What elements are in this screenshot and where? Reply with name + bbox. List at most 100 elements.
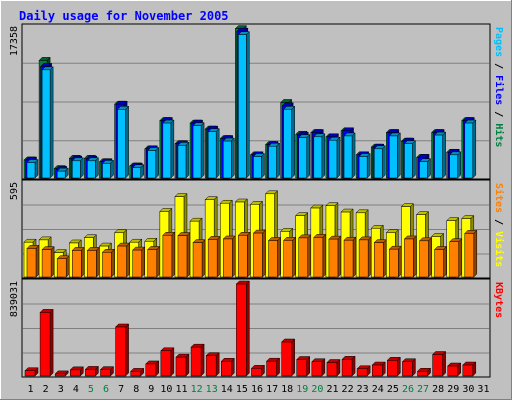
bar-pages-day-23-side	[366, 152, 371, 179]
bar-sites-day-11	[177, 235, 188, 278]
bar-pages-day-13-side	[215, 128, 220, 179]
bar-kbytes-day-20	[311, 361, 323, 377]
x-tick-label-21: 21	[326, 384, 338, 395]
bar-sites-day-9	[147, 249, 158, 278]
x-tick-label-26: 26	[402, 384, 414, 395]
bar-kbytes-day-9-side	[155, 360, 160, 377]
x-tick-label-12: 12	[191, 384, 203, 395]
bar-sites-day-25-side	[398, 245, 402, 278]
bar-pages-day-18	[283, 109, 292, 179]
bar-kbytes-day-28-side	[442, 350, 446, 377]
x-tick-label-1: 1	[28, 384, 34, 395]
bar-kbytes-day-7-side	[125, 323, 129, 377]
bar-pages-day-2-side	[49, 66, 54, 179]
x-tick-label-29: 29	[447, 384, 459, 395]
bar-sites-day-30	[464, 233, 475, 278]
x-tick-label-3: 3	[58, 384, 64, 395]
ymax-label-pages-files-hits: 17358	[9, 26, 20, 56]
bar-sites-day-24	[373, 242, 384, 278]
bar-sites-day-11-side	[186, 231, 191, 278]
bar-sites-day-4-side	[81, 246, 85, 278]
bar-sites-day-12	[192, 242, 203, 278]
bar-kbytes-day-17-side	[276, 357, 280, 377]
ymax-label-visits-sites: 595	[9, 182, 20, 200]
bar-kbytes-day-25-side	[397, 356, 401, 377]
bar-pages-day-27	[419, 161, 428, 179]
x-tick-label-15: 15	[236, 384, 248, 395]
bar-sites-day-27-side	[428, 237, 432, 278]
bar-sites-day-10	[162, 235, 173, 278]
bar-sites-day-2	[41, 249, 52, 278]
bar-sites-day-1	[26, 248, 37, 278]
x-tick-label-28: 28	[432, 384, 444, 395]
bar-pages-day-14-side	[231, 137, 235, 179]
bar-sites-day-25	[389, 248, 399, 278]
bar-sites-day-21-side	[337, 235, 342, 278]
bar-pages-day-19	[298, 137, 307, 179]
bar-sites-day-13	[207, 239, 218, 278]
bar-sites-day-29-side	[458, 238, 462, 278]
bar-pages-day-16	[253, 156, 262, 179]
bar-sites-day-18-side	[292, 236, 296, 278]
bar-sites-day-20-side	[322, 233, 327, 278]
bar-sites-day-8	[132, 249, 142, 278]
axis-label-part-4: Hits	[493, 123, 505, 147]
x-tick-label-31: 31	[477, 384, 489, 395]
bar-sites-day-16	[253, 232, 263, 278]
bar-pages-day-17-side	[276, 142, 280, 179]
bar-pages-day-30-side	[472, 119, 477, 179]
bar-pages-day-9	[147, 150, 157, 179]
x-tick-label-13: 13	[206, 384, 218, 395]
bar-kbytes-day-25	[387, 360, 398, 377]
bar-kbytes-day-14-side	[231, 357, 235, 377]
axis-label-part-2: Files	[493, 75, 505, 105]
bar-pages-day-24	[373, 148, 383, 179]
bar-pages-day-12-side	[200, 122, 205, 179]
bar-kbytes-day-10	[160, 350, 172, 377]
axis-label-pages-files-hits: Pages / Files / Hits	[493, 27, 505, 147]
bar-pages-day-29-side	[457, 151, 461, 179]
bar-sites-day-19	[298, 237, 308, 278]
bar-pages-day-10-side	[170, 119, 175, 179]
bar-sites-day-7	[117, 245, 127, 278]
axis-label-part-0: Sites	[493, 183, 505, 213]
chart-title: Daily usage for November 2005	[19, 9, 229, 23]
bar-pages-day-17	[268, 145, 277, 179]
bar-sites-day-14-side	[232, 235, 236, 278]
bar-kbytes-day-6	[100, 369, 111, 377]
bar-pages-day-15-side	[246, 31, 250, 179]
ymax-label-kbytes: 839031	[9, 281, 20, 317]
bar-sites-day-6-side	[111, 248, 115, 278]
bar-sites-day-17	[268, 240, 278, 278]
bar-pages-day-7	[117, 109, 126, 179]
x-tick-label-25: 25	[387, 384, 399, 395]
bar-pages-day-1-side	[34, 158, 39, 179]
bar-pages-day-3	[56, 170, 66, 179]
x-tick-label-2: 2	[43, 384, 49, 395]
bar-pages-day-6-side	[110, 159, 114, 179]
bar-pages-day-22	[343, 135, 353, 179]
bar-kbytes-day-11-side	[185, 353, 190, 377]
bar-kbytes-day-2	[39, 312, 51, 377]
axis-label-part-0: KBytes	[493, 282, 504, 318]
bar-pages-day-28-side	[442, 131, 446, 179]
bar-pages-day-2	[41, 69, 51, 179]
bar-kbytes-day-29	[447, 365, 458, 377]
bar-kbytes-day-22	[341, 359, 353, 377]
bar-sites-day-23	[358, 239, 369, 278]
bar-pages-day-12	[192, 125, 202, 179]
bar-pages-day-20-side	[321, 133, 326, 179]
bar-sites-day-1-side	[35, 244, 40, 278]
axis-label-visits-sites: Sites / Visits	[493, 183, 505, 267]
bar-sites-day-23-side	[367, 236, 372, 278]
bar-pages-day-16-side	[261, 152, 265, 179]
bar-kbytes-day-5	[85, 369, 96, 377]
bar-kbytes-day-22-side	[351, 355, 356, 377]
bar-pages-day-26-side	[412, 140, 416, 179]
x-tick-label-10: 10	[160, 384, 172, 395]
bar-kbytes-day-8	[130, 371, 141, 377]
bar-kbytes-day-9	[145, 363, 157, 377]
bar-pages-day-29	[449, 154, 458, 179]
bar-kbytes-day-16	[251, 368, 262, 377]
